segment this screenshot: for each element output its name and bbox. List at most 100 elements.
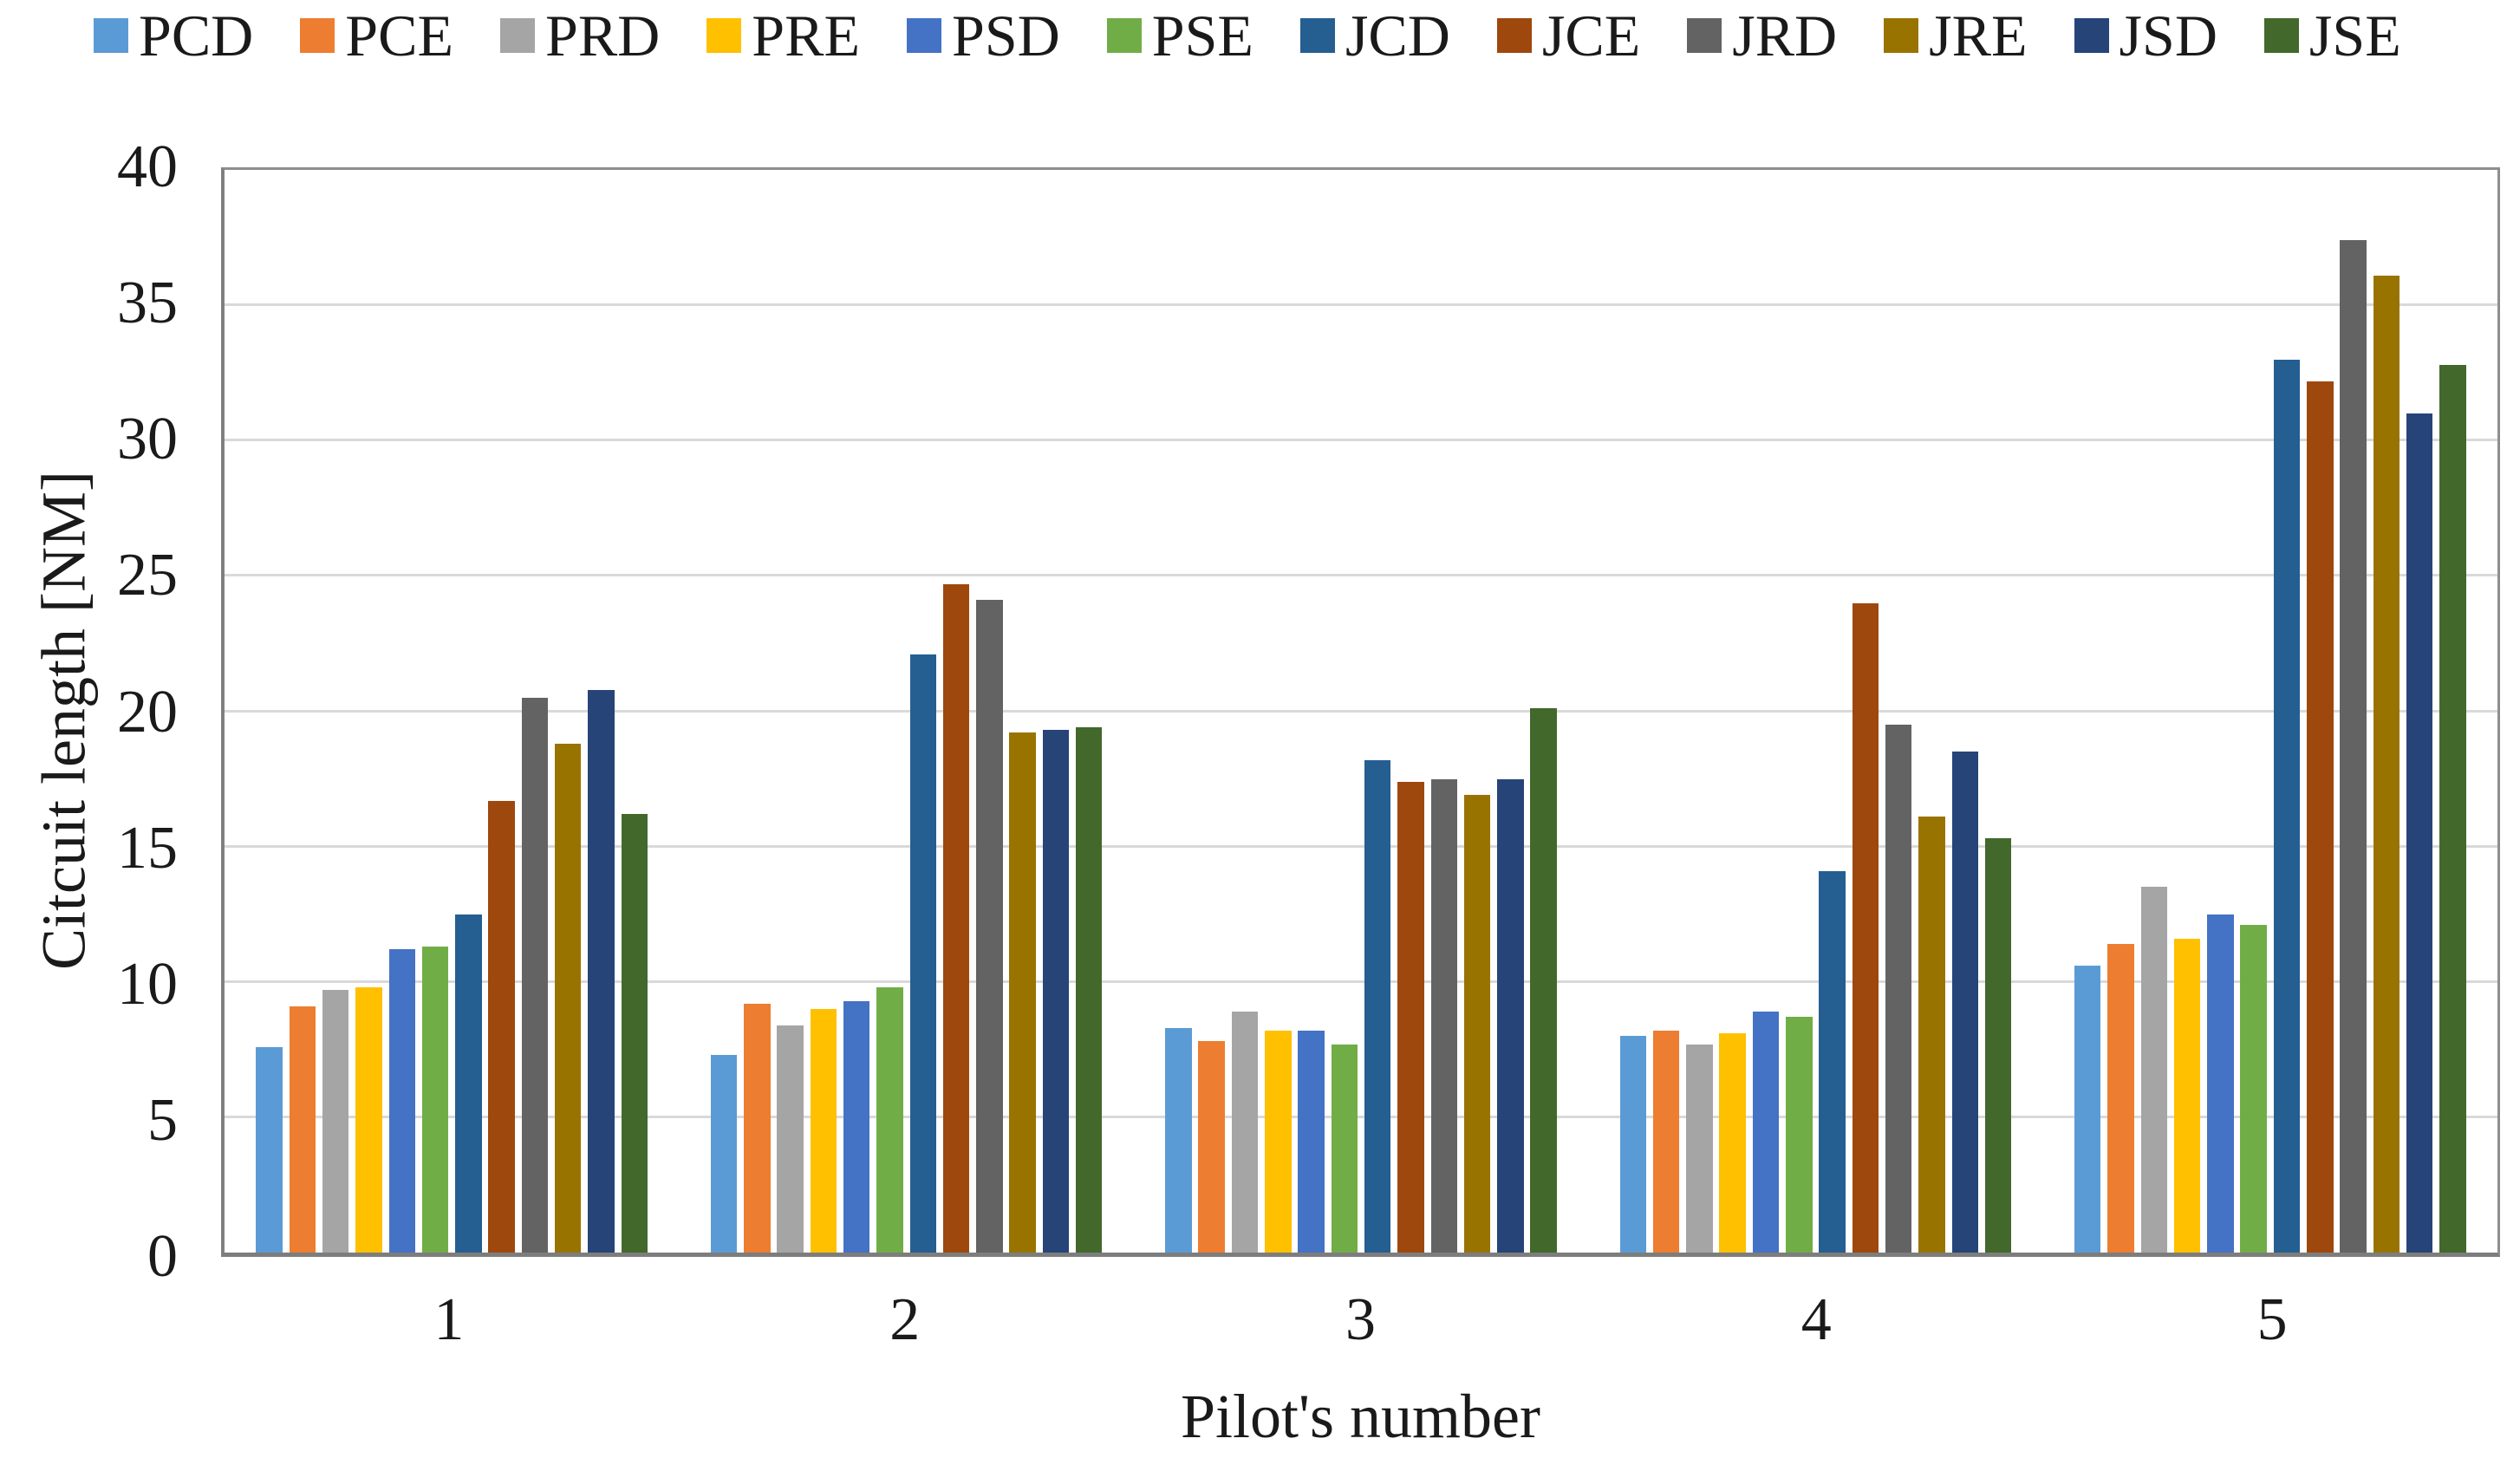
x-tick-label-2: 2 xyxy=(889,1286,921,1353)
bar-JCD-cat1 xyxy=(455,914,482,1253)
bar-PRE-cat5 xyxy=(2173,938,2201,1253)
bar-JSE-cat5 xyxy=(2439,364,2466,1253)
bar-PCD-cat2 xyxy=(710,1055,738,1253)
bar-JRE-cat1 xyxy=(554,743,582,1253)
bar-PRE-cat1 xyxy=(355,987,382,1253)
legend-item-PSE: PSE xyxy=(1106,3,1253,68)
bar-PSD-cat2 xyxy=(843,1000,870,1253)
legend-item-JSE: JSE xyxy=(2263,6,2401,65)
bar-PCD-cat3 xyxy=(1165,1027,1192,1253)
legend-item-JCD: JCD xyxy=(1299,3,1450,68)
legend-item-PCE: PCE xyxy=(300,6,453,65)
legend-item-PCD: PCD xyxy=(94,6,253,65)
legend-swatch-PRD xyxy=(500,18,535,53)
bar-group-4 xyxy=(1588,170,2042,1253)
bar-JSE-cat2 xyxy=(1075,727,1103,1253)
bar-group-3 xyxy=(1134,170,1588,1253)
bar-JCE-cat3 xyxy=(1397,781,1424,1253)
legend-label-PRE: PRE xyxy=(752,3,860,68)
bar-JRD-cat1 xyxy=(521,697,549,1253)
bar-PCE-cat3 xyxy=(1198,1041,1225,1253)
bar-JSD-cat1 xyxy=(588,689,615,1253)
bar-PSE-cat2 xyxy=(876,987,903,1253)
bar-JCE-cat2 xyxy=(942,583,970,1253)
x-axis-title: Pilot's number xyxy=(1181,1382,1540,1451)
plot-area xyxy=(221,167,2500,1257)
bars-layer xyxy=(225,170,2497,1253)
bar-JRD-cat3 xyxy=(1430,778,1457,1253)
gridline-30 xyxy=(225,439,2497,442)
y-tick-label-10: 10 xyxy=(117,950,178,1018)
bar-PSE-cat5 xyxy=(2240,925,2267,1253)
bar-PCD-cat5 xyxy=(2074,966,2101,1253)
bar-PCD-cat4 xyxy=(1619,1036,1647,1253)
legend-swatch-JCD xyxy=(1299,18,1335,53)
bar-JSD-cat4 xyxy=(1951,752,1978,1253)
bar-PRD-cat1 xyxy=(322,990,349,1253)
gridline-10 xyxy=(225,980,2497,983)
bar-JRD-cat2 xyxy=(976,600,1003,1253)
bar-JSE-cat3 xyxy=(1530,708,1557,1253)
bar-JCD-cat5 xyxy=(2273,359,2301,1253)
y-tick-label-15: 15 xyxy=(117,814,178,882)
bar-PSE-cat1 xyxy=(421,947,449,1253)
x-tick-label-3: 3 xyxy=(1345,1286,1376,1353)
bar-JCE-cat4 xyxy=(1852,602,1879,1253)
x-tick-label-5: 5 xyxy=(2256,1286,2288,1353)
legend-swatch-PSE xyxy=(1106,18,1142,53)
gridline-5 xyxy=(225,1115,2497,1118)
legend-label-JCE: JCE xyxy=(1541,3,1641,68)
legend-swatch-PCE xyxy=(300,18,335,53)
y-tick-label-5: 5 xyxy=(147,1086,178,1154)
legend-item-JRD: JRD xyxy=(1687,6,1837,65)
bar-JRD-cat4 xyxy=(1885,725,1912,1253)
bar-PRD-cat3 xyxy=(1231,1012,1259,1253)
bar-JRE-cat2 xyxy=(1009,732,1036,1253)
bar-PSD-cat3 xyxy=(1298,1030,1325,1253)
legend-swatch-PCD xyxy=(94,18,128,53)
bar-PSD-cat5 xyxy=(2207,914,2234,1253)
bar-JSD-cat3 xyxy=(1497,778,1524,1253)
bar-PCE-cat1 xyxy=(289,1006,316,1253)
legend-swatch-JSD xyxy=(2074,18,2109,53)
bar-JCD-cat2 xyxy=(909,654,936,1253)
bar-JCE-cat5 xyxy=(2307,381,2334,1253)
legend-label-JRE: JRE xyxy=(1929,3,2028,68)
y-tick-label-25: 25 xyxy=(117,542,178,609)
gridlines-layer xyxy=(225,170,2497,1253)
bar-PSE-cat4 xyxy=(1786,1017,1813,1253)
bar-PRD-cat5 xyxy=(2140,887,2168,1253)
legend-item-PSD: PSD xyxy=(907,6,1060,65)
gridline-20 xyxy=(225,709,2497,713)
bar-JRD-cat5 xyxy=(2340,240,2367,1253)
legend-label-JCD: JCD xyxy=(1345,3,1450,68)
bar-PRE-cat4 xyxy=(1719,1033,1746,1253)
gridline-15 xyxy=(225,844,2497,848)
bar-PCD-cat1 xyxy=(256,1046,283,1253)
legend-label-PCE: PCE xyxy=(345,3,453,68)
legend-swatch-PRE xyxy=(707,18,742,53)
y-tick-label-40: 40 xyxy=(117,133,178,200)
x-tick-label-1: 1 xyxy=(433,1286,465,1353)
bar-PCE-cat2 xyxy=(744,1003,771,1253)
bar-group-5 xyxy=(2043,170,2497,1253)
bar-PRE-cat2 xyxy=(810,1008,837,1253)
legend-item-JCE: JCE xyxy=(1496,3,1641,68)
legend-label-PSE: PSE xyxy=(1151,3,1253,68)
legend-item-JSD: JSD xyxy=(2074,6,2217,65)
bar-JSD-cat5 xyxy=(2406,413,2433,1253)
bar-JCE-cat1 xyxy=(488,800,515,1253)
legend-swatch-JRE xyxy=(1884,18,1919,53)
bar-PCE-cat5 xyxy=(2107,944,2134,1253)
legend-swatch-JRD xyxy=(1687,18,1722,53)
bar-PSD-cat4 xyxy=(1752,1012,1780,1253)
legend-item-PRE: PRE xyxy=(707,6,860,65)
bar-JSE-cat4 xyxy=(1984,838,2012,1253)
y-tick-label-30: 30 xyxy=(117,406,178,473)
bar-group-2 xyxy=(679,170,1133,1253)
bar-PRD-cat2 xyxy=(777,1025,804,1253)
bar-PRE-cat3 xyxy=(1265,1030,1292,1253)
y-tick-label-35: 35 xyxy=(117,270,178,337)
legend-label-PCD: PCD xyxy=(139,3,254,68)
